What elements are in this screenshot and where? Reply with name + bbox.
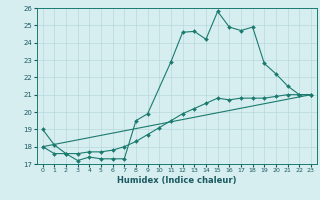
- X-axis label: Humidex (Indice chaleur): Humidex (Indice chaleur): [117, 176, 236, 185]
